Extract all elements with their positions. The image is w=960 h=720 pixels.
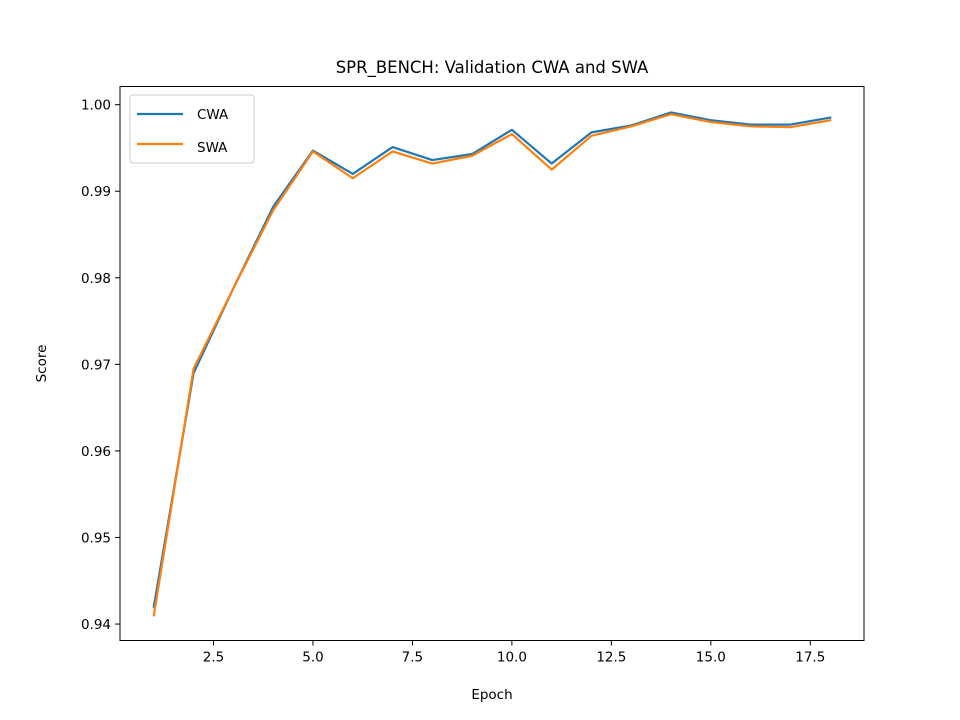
legend: CWA SWA <box>129 94 255 164</box>
x-tick-label: 15.0 <box>696 650 726 666</box>
axes-layer: 2.5 5.0 7.5 10.0 12.5 15.0 17.5 0.94 0.95 0.96 0.9… <box>81 98 825 666</box>
x-tick-label: 10.0 <box>497 650 527 666</box>
legend-label-swa: SWA <box>197 140 228 156</box>
x-tick-label: 2.5 <box>203 650 224 666</box>
y-tick-label: 0.99 <box>81 184 111 200</box>
chart-title: SPR_BENCH: Validation CWA and SWA <box>336 58 649 78</box>
y-tick-label: 0.97 <box>81 357 111 373</box>
x-tick-label: 7.5 <box>402 650 423 666</box>
y-tick-label: 0.94 <box>81 617 111 633</box>
y-tick-label: 1.00 <box>81 98 111 114</box>
y-axis-title: Score <box>34 345 50 383</box>
plot-frame <box>119 86 865 641</box>
series-line-cwa <box>152 111 832 609</box>
legend-label-cwa: CWA <box>197 107 229 123</box>
x-tick-label: 5.0 <box>302 650 323 666</box>
series-line-swa <box>152 113 832 617</box>
x-axis-title: Epoch <box>471 687 512 703</box>
y-tick-label: 0.95 <box>81 530 111 546</box>
x-tick-label: 17.5 <box>795 650 825 666</box>
x-tick-label: 12.5 <box>596 650 626 666</box>
series-layer <box>152 111 832 617</box>
legend-box <box>129 94 255 164</box>
y-tick-label: 0.98 <box>81 271 111 287</box>
y-tick-label: 0.96 <box>81 444 111 460</box>
